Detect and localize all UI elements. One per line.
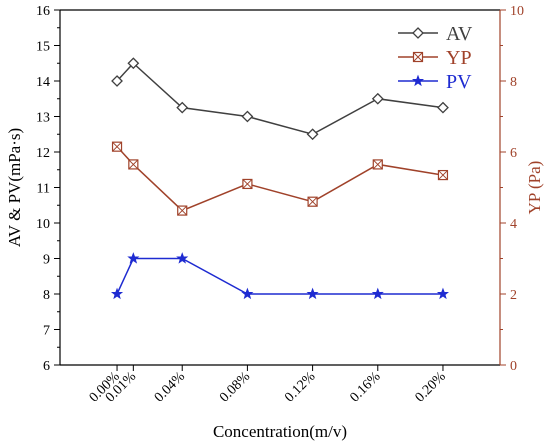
x-tick-label: 0.16% xyxy=(347,369,383,405)
series-line-pv xyxy=(116,257,443,295)
data-point-yp xyxy=(177,205,188,216)
diamond-shape xyxy=(241,110,254,123)
data-point-pv xyxy=(436,287,450,300)
legend-label: YP xyxy=(446,47,472,69)
left-tick-label: 6 xyxy=(43,359,50,374)
data-point-pv xyxy=(241,287,254,300)
right-axis-title: YP (Pa) xyxy=(525,161,544,215)
star-shape xyxy=(411,74,425,87)
left-tick-label: 14 xyxy=(36,75,50,90)
cross-line xyxy=(128,159,139,170)
right-tick-label: 0 xyxy=(510,359,517,374)
data-point-av xyxy=(306,128,319,141)
diamond-shape xyxy=(111,75,123,87)
left-tick-label: 11 xyxy=(37,182,50,197)
data-point-yp xyxy=(372,159,383,170)
star-shape xyxy=(371,287,384,300)
data-point-yp xyxy=(128,159,139,170)
x-tick-label: 0.04% xyxy=(152,369,188,405)
left-tick-label: 16 xyxy=(36,4,50,19)
right-tick-label: 2 xyxy=(510,288,517,303)
left-axis-title: AV & PV(mPa·s) xyxy=(5,128,24,247)
star-shape xyxy=(436,287,450,300)
x-tick-label: 0.12% xyxy=(282,369,318,405)
legend-marker xyxy=(411,74,425,87)
x-tick-label: 0.20% xyxy=(413,369,449,405)
left-tick-label: 7 xyxy=(43,324,50,339)
star-shape xyxy=(127,252,140,264)
diamond-shape xyxy=(437,101,449,114)
legend-label: AV xyxy=(446,23,473,45)
cross-line xyxy=(177,205,188,216)
data-point-pv xyxy=(127,252,140,264)
data-point-pv xyxy=(306,287,319,300)
data-point-yp xyxy=(242,178,253,190)
left-tick-label: 10 xyxy=(36,217,50,232)
diamond-shape xyxy=(176,101,189,114)
series-line-av xyxy=(116,62,444,136)
x-tick-label: 0.08% xyxy=(217,369,253,405)
right-tick-label: 6 xyxy=(510,146,517,161)
diamond-shape xyxy=(412,27,424,39)
left-tick-label: 9 xyxy=(43,253,50,268)
star-shape xyxy=(110,287,124,300)
data-point-yp xyxy=(111,141,123,152)
diamond-shape xyxy=(371,92,384,105)
cross-line xyxy=(242,179,253,189)
data-point-av xyxy=(176,101,189,114)
data-point-pv xyxy=(110,287,124,300)
left-tick-label: 8 xyxy=(43,288,50,303)
cross-line xyxy=(372,159,383,170)
left-tick-label: 13 xyxy=(36,111,50,126)
data-point-yp xyxy=(307,196,318,207)
diamond-shape xyxy=(127,57,140,70)
cross-line xyxy=(307,196,318,207)
legend-marker xyxy=(412,51,424,63)
cross-line xyxy=(438,170,448,180)
x-axis-title: Concentration(m/v) xyxy=(213,422,347,441)
data-point-av xyxy=(111,75,123,87)
left-tick-label: 12 xyxy=(36,146,50,161)
data-point-av xyxy=(127,57,140,70)
left-tick-label: 15 xyxy=(36,40,50,55)
star-shape xyxy=(176,252,189,264)
cross-line xyxy=(112,141,122,152)
diamond-shape xyxy=(306,128,319,141)
star-shape xyxy=(241,287,254,300)
data-point-av xyxy=(371,92,384,105)
data-point-pv xyxy=(176,252,189,264)
legend-label: PV xyxy=(446,71,472,93)
data-point-av xyxy=(241,110,254,123)
right-tick-label: 10 xyxy=(510,4,524,19)
cross-line xyxy=(413,52,423,62)
data-point-yp xyxy=(437,169,449,181)
data-point-pv xyxy=(371,287,384,300)
series-line-yp xyxy=(116,146,444,212)
legend-marker xyxy=(412,27,424,39)
data-point-av xyxy=(437,101,449,114)
star-shape xyxy=(306,287,319,300)
right-tick-label: 4 xyxy=(510,217,517,232)
right-tick-label: 8 xyxy=(510,75,517,90)
